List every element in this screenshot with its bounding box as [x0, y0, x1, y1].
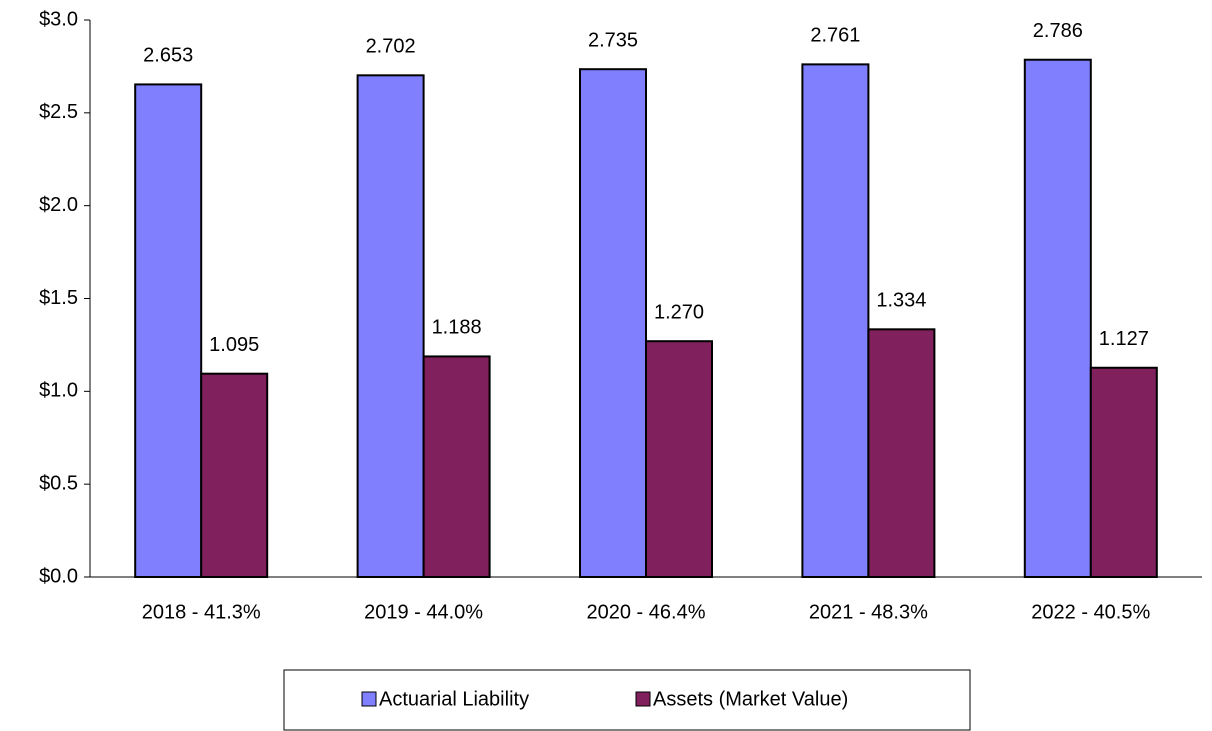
x-tick-label: 2019 - 44.0% [364, 601, 483, 623]
bar [356, 74, 425, 578]
bar [1023, 58, 1092, 578]
y-tick-label: $1.0 [39, 380, 78, 402]
bar [1089, 366, 1158, 578]
data-label: 2.735 [588, 29, 638, 51]
y-tick-label: $2.0 [39, 194, 78, 216]
x-tick-label: 2022 - 40.5% [1031, 601, 1150, 623]
x-tick-label: 2020 - 46.4% [587, 601, 706, 623]
bar [422, 355, 491, 579]
bar [645, 340, 713, 578]
bar [867, 328, 936, 579]
bar [200, 372, 269, 578]
data-label: 1.334 [876, 290, 926, 312]
y-tick-label: $0.5 [39, 472, 78, 494]
data-label: 1.095 [209, 334, 259, 356]
data-label: 1.270 [654, 301, 704, 323]
data-label: 1.188 [432, 317, 482, 339]
data-label: 2.702 [366, 36, 416, 58]
bar [134, 83, 203, 578]
legend-swatch [361, 691, 377, 707]
legend-swatch [635, 691, 651, 707]
y-tick-label: $2.5 [39, 101, 78, 123]
y-tick-label: $0.0 [39, 565, 78, 587]
y-tick-label: $3.0 [39, 8, 78, 30]
x-tick-label: 2021 - 48.3% [809, 601, 928, 623]
data-label: 2.761 [810, 25, 860, 47]
legend-label: Actuarial Liability [379, 688, 529, 710]
bar [801, 63, 870, 579]
legend-label: Assets (Market Value) [653, 688, 848, 710]
data-label: 2.653 [143, 45, 193, 67]
y-tick-label: $1.5 [39, 287, 78, 309]
data-label: 2.786 [1033, 20, 1083, 42]
x-tick-label: 2018 - 41.3% [142, 601, 261, 623]
bar [579, 68, 647, 579]
data-label: 1.127 [1099, 328, 1149, 350]
legend-box [283, 669, 971, 731]
